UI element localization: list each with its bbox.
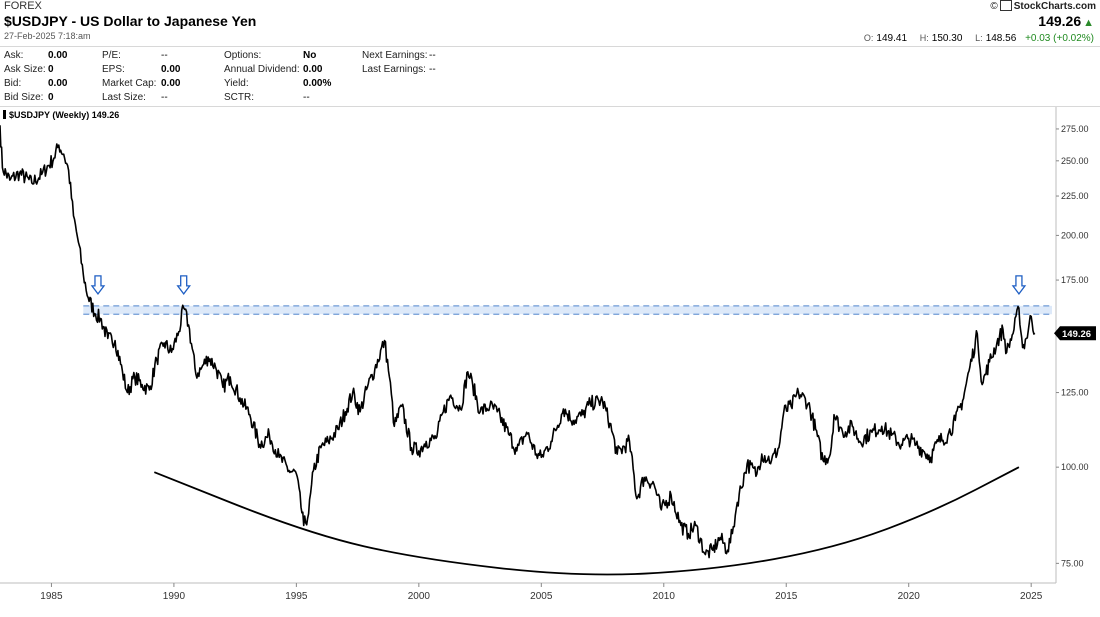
open-value: 149.41 [876,33,908,44]
brand-name: StockCharts.com [1013,1,1096,13]
fundamentals-table: Ask: 0.00 P/E: -- Options: No Next Earni… [0,47,1100,105]
price-chart[interactable]: 275.00250.00225.00200.00175.00150.00125.… [0,107,1100,617]
last-price-value: 149.26 [1038,13,1082,29]
high-label: H: [919,33,929,43]
fund-value: 0.00% [303,78,332,89]
last-price: 149.26 ▲ [1038,13,1094,29]
legend-swatch [3,110,6,119]
fund-label: Options: [224,50,262,61]
x-tick-label: 1990 [163,591,186,602]
fund-label: Market Cap: [102,78,157,89]
up-triangle-icon: ▲ [1083,17,1094,29]
y-tick-label: 175.00 [1061,275,1089,285]
header-divider [0,46,1100,47]
stockcharts-logo-icon [999,0,1012,11]
fund-label: Bid Size: [4,92,44,103]
down-arrow-icon [1011,275,1027,295]
price-line [0,125,1036,559]
datetime-label: 27-Feb-2025 7:18:am [4,31,91,41]
fund-label: P/E: [102,50,121,61]
down-arrow-icon [176,275,192,295]
change-value: +0.03 (+0.02%) [1025,33,1094,44]
x-tick-label: 2025 [1020,591,1043,602]
y-tick-label: 125.00 [1061,388,1089,398]
fund-label: Annual Dividend: [224,64,300,75]
fund-value: 0 [48,92,54,103]
fund-label: Last Size: [102,92,146,103]
fund-label: Next Earnings: [362,50,428,61]
fund-label: Ask: [4,50,24,61]
brand-logo[interactable]: © StockCharts.com [990,0,1096,13]
x-tick-label: 1985 [40,591,63,602]
chart-header: FOREX $USDJPY - US Dollar to Japanese Ye… [4,0,1096,46]
open-label: O: [863,33,874,43]
fund-value: -- [303,92,310,103]
low-label: L: [975,33,983,43]
chart-canvas[interactable]: 275.00250.00225.00200.00175.00150.00125.… [0,107,1100,617]
y-tick-label: 225.00 [1061,191,1089,201]
x-tick-label: 2000 [408,591,431,602]
fundamentals-divider [0,106,1100,107]
market-label: FOREX [4,0,42,12]
fund-label: Last Earnings: [362,64,426,75]
y-tick-label: 75.00 [1061,558,1084,568]
x-tick-label: 2005 [530,591,553,602]
fund-value: -- [429,64,436,75]
fund-value: 0.00 [161,64,181,75]
chart-legend: $USDJPY (Weekly) 149.26 [9,110,119,120]
y-tick-label: 250.00 [1061,156,1089,166]
x-tick-label: 2020 [898,591,921,602]
fund-label: Ask Size: [4,64,46,75]
y-tick-label: 200.00 [1061,230,1089,240]
low-value: 148.56 [985,33,1017,44]
fund-value: 0.00 [161,78,181,89]
x-tick-label: 1995 [285,591,308,602]
fund-value: -- [161,50,168,61]
fund-value: 0.00 [48,50,68,61]
bowl-trendline [153,466,1020,576]
fund-value: No [303,50,317,61]
y-tick-label: 275.00 [1061,124,1089,134]
chart-title: $USDJPY - US Dollar to Japanese Yen [4,13,257,29]
fund-value: -- [161,92,168,103]
copyright-symbol: © [990,1,998,13]
fund-value: -- [429,50,436,61]
fund-label: SCTR: [224,92,254,103]
fund-label: EPS: [102,64,125,75]
down-arrow-icon [90,275,106,295]
fund-value: 0 [48,64,54,75]
last-price-badge [1054,326,1096,341]
fund-value: 0.00 [303,64,323,75]
fund-value: 0.00 [48,78,68,89]
x-tick-label: 2015 [775,591,798,602]
resistance-zone [83,305,1053,315]
last-price-label: 149.26 [1062,329,1091,340]
x-tick-label: 2010 [653,591,676,602]
ohlc-summary: O: 149.41 H: 150.30 L: 148.56 +0.03 (+0.02%… [854,33,1094,44]
high-value: 150.30 [931,33,963,44]
y-tick-label: 100.00 [1061,462,1089,472]
fund-label: Yield: [224,78,249,89]
fund-label: Bid: [4,78,22,89]
